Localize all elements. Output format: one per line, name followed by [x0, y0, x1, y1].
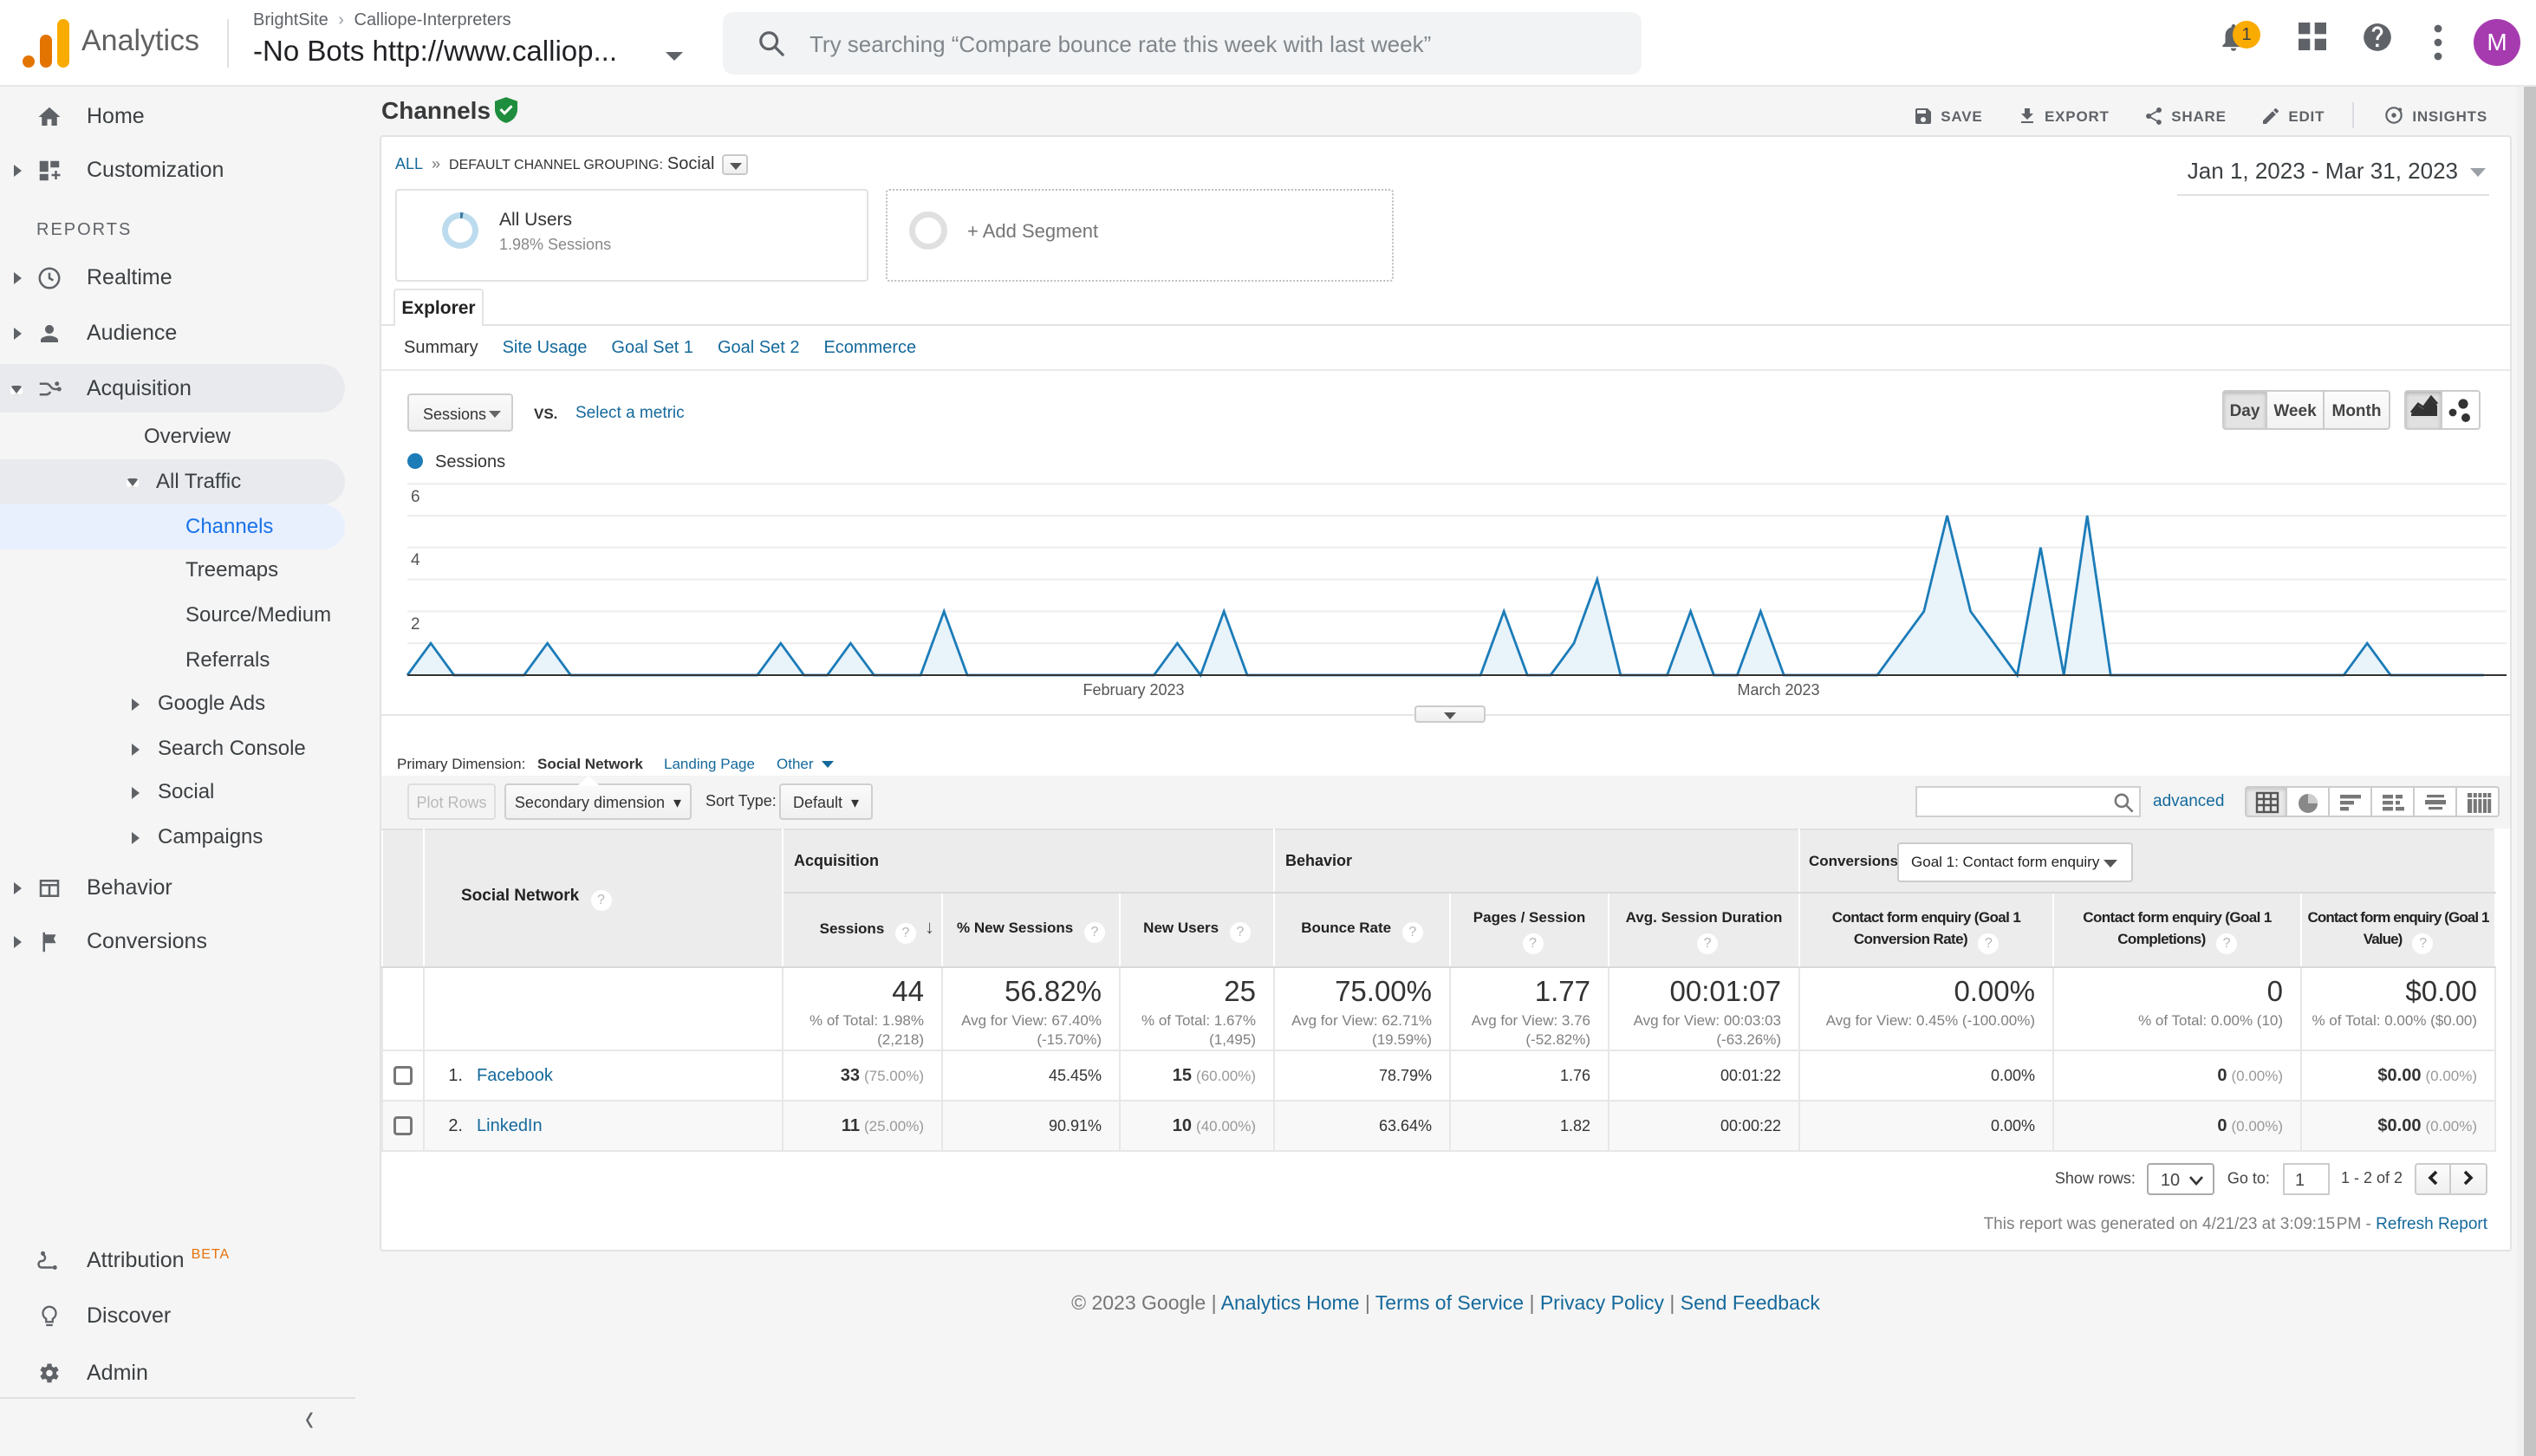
- svg-text:4: 4: [411, 551, 420, 569]
- svg-text:February 2023: February 2023: [1083, 681, 1184, 699]
- svg-text:6: 6: [411, 488, 420, 506]
- svg-text:2: 2: [411, 615, 420, 634]
- svg-text:March 2023: March 2023: [1737, 681, 1819, 699]
